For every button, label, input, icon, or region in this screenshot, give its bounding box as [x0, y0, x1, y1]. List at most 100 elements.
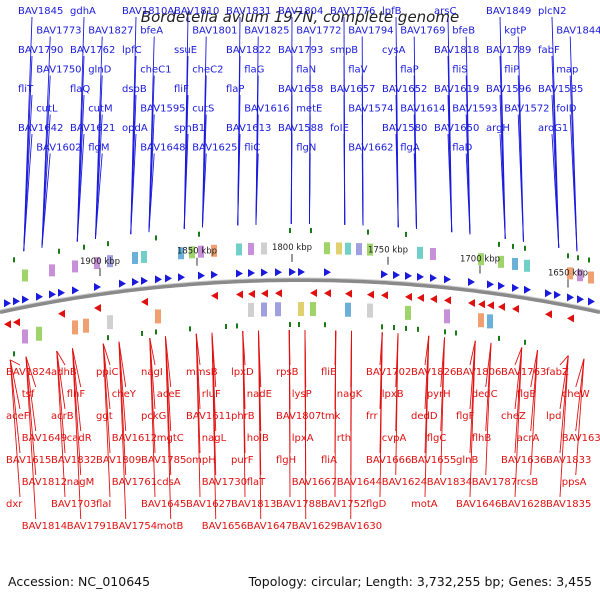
forward-gene-arrow	[430, 273, 437, 282]
forward-gene-label-leader	[361, 153, 364, 226]
forward-feature-block	[107, 255, 113, 268]
reverse-gene-label: cvpA	[382, 433, 407, 444]
forward-gene-arrow	[577, 295, 584, 304]
gc-tick-bottom	[155, 329, 157, 335]
reverse-gene-label: flgB	[517, 389, 537, 400]
reverse-gene-label: ompH	[186, 455, 216, 466]
forward-gene-arrow	[119, 279, 126, 288]
reverse-gene-label: BAV1754	[112, 521, 157, 532]
reverse-gene-label: lysP	[292, 389, 312, 400]
reverse-gene-label-leader	[9, 359, 21, 410]
forward-gene-leaders	[23, 16, 578, 252]
forward-gene-label: BAV1662	[348, 143, 393, 154]
reverse-gene-label: BAV1627	[186, 499, 231, 510]
forward-gene-label: flaN	[296, 65, 316, 76]
reverse-gene-label: cdsA	[157, 477, 181, 488]
reverse-gene-arrow	[512, 304, 519, 313]
forward-feature-block	[345, 242, 351, 255]
forward-feature-block	[524, 259, 530, 272]
gc-tick-top	[524, 245, 526, 251]
reverse-gene-label-leader	[25, 356, 37, 388]
forward-gene-label: cheC2	[192, 65, 223, 76]
forward-gene-label: flaD	[452, 143, 472, 154]
forward-gene-label: gdhA	[70, 6, 96, 17]
forward-gene-label: flaV	[348, 65, 367, 76]
forward-gene-label: BAV1849	[486, 6, 531, 17]
reverse-gene-label-leader	[56, 350, 66, 366]
reverse-gene-label: BAV1785	[141, 455, 186, 466]
accession-label: Accession: NC_010645	[8, 574, 151, 589]
forward-gene-arrow	[178, 273, 185, 282]
reverse-gene-label: ppiC	[96, 367, 118, 378]
forward-gene-label: BAV1616	[244, 104, 289, 115]
reverse-gene-label: rpsB	[276, 367, 299, 378]
reverse-gene-label: mgtC	[157, 433, 184, 444]
reverse-gene-label-leader	[575, 358, 585, 432]
forward-gene-arrow	[417, 272, 424, 281]
reverse-gene-label: BAV1656	[202, 521, 247, 532]
reverse-gene-label: motA	[411, 499, 438, 510]
forward-gene-label: flgN	[296, 143, 316, 154]
reverse-gene-label: BAV1752	[321, 499, 366, 510]
reverse-gene-label: fabZ	[546, 367, 569, 378]
reverse-gene-label-leader	[102, 343, 111, 498]
forward-feature-block	[94, 257, 100, 270]
reverse-gene-label: BAV1835	[546, 499, 591, 510]
forward-gene-label: BAV1827	[88, 26, 133, 37]
forward-gene-label: BAV1825	[244, 26, 289, 37]
forward-gene-label-leader	[23, 133, 33, 252]
forward-gene-label: fliT	[18, 84, 34, 95]
forward-gene-label: glnD	[88, 65, 111, 76]
forward-gene-label: BAV1769	[400, 26, 445, 37]
reverse-gene-label: BAV1644	[337, 477, 382, 488]
reverse-gene-label-leader	[514, 347, 523, 410]
genome-backbone	[0, 277, 600, 315]
forward-gene-label: BAV1804	[278, 6, 323, 17]
reverse-gene-label-leader	[288, 330, 291, 498]
reverse-gene-label-leader	[102, 343, 111, 366]
forward-feature-block	[211, 244, 217, 257]
forward-gene-label-leader	[95, 114, 103, 239]
reverse-gene-label: BAV1812	[22, 477, 67, 488]
forward-gene-label: fliS	[452, 65, 467, 76]
reverse-feature-block	[261, 302, 267, 317]
gc-tick-top	[498, 241, 500, 247]
gc-tick-bottom	[393, 325, 395, 331]
forward-gene-label: argH	[486, 123, 510, 134]
forward-feature-block	[248, 242, 254, 255]
forward-gene-label: BAV1652	[382, 84, 427, 95]
forward-gene-label-leader	[148, 153, 155, 233]
reverse-gene-label-leader	[304, 330, 307, 520]
reverse-gene-arrow	[236, 290, 243, 299]
gc-tick-top	[155, 235, 157, 241]
reverse-gene-arrow	[324, 289, 331, 298]
gc-tick-bottom	[141, 330, 143, 336]
reverse-feature-block	[72, 320, 78, 335]
forward-gene-labels: BAV1845 gdhA BAV1810A BAV1810 BAV1831 BAV1804…	[18, 6, 600, 154]
reverse-feature-block	[298, 302, 304, 317]
gc-tick-bottom	[417, 326, 419, 332]
forward-gene-label: BAV1619	[434, 84, 479, 95]
reverse-gene-arrow	[261, 289, 268, 298]
forward-gene-arrow	[545, 289, 552, 298]
reverse-gene-label: BAV1666	[366, 455, 411, 466]
reverse-gene-label: BAV1730	[202, 477, 247, 488]
gc-tick-bottom	[324, 322, 326, 328]
scale-label: 1750 kbp	[368, 246, 408, 256]
forward-gene-label: BAV1572	[504, 104, 549, 115]
forward-gene-label: cysA	[382, 45, 406, 56]
forward-gene-label: BAV1648	[140, 143, 185, 154]
forward-gene-label: arsC	[434, 6, 456, 17]
forward-feature-block	[567, 267, 573, 280]
reverse-gene-labels: BAV1824 adhB ppiC nagI mmsB lpxD rpsB fliE BAV17…	[6, 367, 600, 532]
reverse-gene-arrow	[444, 296, 451, 305]
reverse-gene-label-leader	[9, 359, 21, 498]
reverse-gene-label: lpxD	[231, 367, 254, 378]
forward-feature-block	[324, 242, 330, 255]
reverse-gene-label-leader	[350, 330, 352, 520]
forward-gene-label: lpfB	[382, 6, 402, 17]
gc-tick-bottom	[13, 351, 15, 357]
forward-gene-arrow	[588, 297, 595, 306]
gc-tick-bottom	[298, 322, 300, 328]
